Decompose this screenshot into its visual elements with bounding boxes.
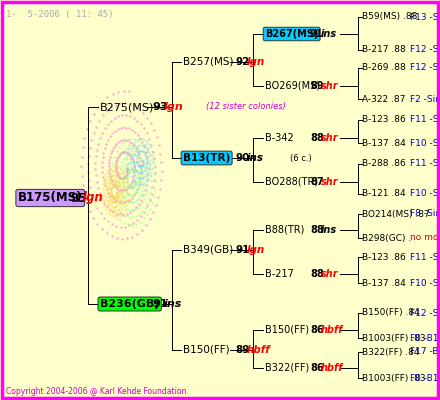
Text: ins: ins: [164, 299, 182, 309]
Text: 86: 86: [310, 363, 324, 373]
Text: shr: shr: [321, 81, 338, 91]
Text: B-137 .84: B-137 .84: [362, 278, 406, 288]
Text: 90: 90: [235, 153, 249, 163]
Text: F10 -Sinop62R: F10 -Sinop62R: [410, 138, 440, 148]
Text: F11 -Sinop62R: F11 -Sinop62R: [410, 160, 440, 168]
Text: F12 -Sinop62R: F12 -Sinop62R: [410, 46, 440, 54]
Text: F10 -Sinop62R: F10 -Sinop62R: [410, 190, 440, 198]
Text: 91: 91: [152, 299, 168, 309]
Text: B322(FF): B322(FF): [265, 363, 309, 373]
Text: 88: 88: [310, 133, 324, 143]
Text: B267(MS): B267(MS): [265, 29, 319, 39]
Text: F0 -B1003(FF): F0 -B1003(FF): [410, 334, 440, 342]
Text: B349(GB): B349(GB): [183, 245, 233, 255]
Text: ins: ins: [321, 29, 337, 39]
Text: 88: 88: [310, 225, 324, 235]
Text: lgn: lgn: [246, 245, 264, 255]
Text: F12 -Sinop62R: F12 -Sinop62R: [410, 308, 440, 318]
Text: 86: 86: [310, 325, 324, 335]
Text: 91: 91: [235, 245, 249, 255]
Text: lgn: lgn: [83, 192, 103, 204]
Text: B257(MS): B257(MS): [183, 57, 234, 67]
Text: hbff: hbff: [321, 363, 343, 373]
Text: B1003(FF) .83: B1003(FF) .83: [362, 374, 425, 382]
Text: 91: 91: [310, 29, 323, 39]
Text: (12 sister colonies): (12 sister colonies): [206, 102, 286, 112]
Text: BO288(TR): BO288(TR): [265, 177, 318, 187]
Text: B236(GB): B236(GB): [100, 299, 159, 309]
Text: 93: 93: [152, 102, 168, 112]
Text: B298(GC) .: B298(GC) .: [362, 234, 411, 242]
Text: B150(FF) .84: B150(FF) .84: [362, 308, 420, 318]
Text: hbff: hbff: [246, 345, 270, 355]
Text: 89: 89: [235, 345, 249, 355]
Text: B150(FF): B150(FF): [183, 345, 230, 355]
Text: B-137 .84: B-137 .84: [362, 138, 406, 148]
Text: 88: 88: [310, 269, 324, 279]
Text: B59(MS) .88: B59(MS) .88: [362, 12, 418, 22]
Text: F2 -SinopEgg86R: F2 -SinopEgg86R: [410, 94, 440, 104]
Text: hbff: hbff: [321, 325, 343, 335]
Text: B88(TR): B88(TR): [265, 225, 304, 235]
Text: ins: ins: [321, 225, 337, 235]
Text: F0 -B1003(FF): F0 -B1003(FF): [410, 374, 440, 382]
Text: (6 c.): (6 c.): [290, 154, 312, 162]
Text: F13 -Sinop62R: F13 -Sinop62R: [410, 12, 440, 22]
Text: lgn: lgn: [164, 102, 183, 112]
Text: shr: shr: [321, 177, 338, 187]
Text: F8 -Sinop72R: F8 -Sinop72R: [410, 210, 440, 218]
Text: 1-  5-2006 ( 11: 45): 1- 5-2006 ( 11: 45): [6, 10, 114, 19]
Text: 92: 92: [235, 57, 249, 67]
Text: B-269 .88: B-269 .88: [362, 64, 406, 72]
Text: B-123 .86: B-123 .86: [362, 252, 406, 262]
Text: F12 -Sinop62R: F12 -Sinop62R: [410, 64, 440, 72]
Text: B-217: B-217: [265, 269, 294, 279]
Text: BO214(MS) .87: BO214(MS) .87: [362, 210, 430, 218]
Text: F11 -Sinop62R: F11 -Sinop62R: [410, 252, 440, 262]
Text: B1003(FF) .83: B1003(FF) .83: [362, 334, 425, 342]
Text: 95: 95: [70, 192, 87, 204]
Text: F11 -Sinop62R: F11 -Sinop62R: [410, 116, 440, 124]
Text: B13(TR): B13(TR): [183, 153, 230, 163]
Text: B175(MS): B175(MS): [18, 192, 83, 204]
Text: BO269(MS): BO269(MS): [265, 81, 320, 91]
Text: lgn: lgn: [246, 57, 264, 67]
Text: B-123 .86: B-123 .86: [362, 116, 406, 124]
Text: F17 -B-xx43: F17 -B-xx43: [410, 348, 440, 356]
Text: 87: 87: [310, 177, 324, 187]
Text: B275(MS): B275(MS): [100, 102, 154, 112]
Text: F10 -Sinop62R: F10 -Sinop62R: [410, 278, 440, 288]
Text: 89: 89: [310, 81, 324, 91]
Text: B-217 .88: B-217 .88: [362, 46, 406, 54]
Text: B150(FF): B150(FF): [265, 325, 309, 335]
Text: A-322 .87: A-322 .87: [362, 94, 405, 104]
Text: ins: ins: [246, 153, 263, 163]
Text: no more: no more: [410, 234, 440, 242]
Text: B322(FF) .84: B322(FF) .84: [362, 348, 419, 356]
Text: B-288 .86: B-288 .86: [362, 160, 406, 168]
Text: shr: shr: [321, 269, 338, 279]
Text: B-342: B-342: [265, 133, 294, 143]
Text: shr: shr: [321, 133, 338, 143]
Text: B-121 .84: B-121 .84: [362, 190, 406, 198]
Text: Copyright 2004-2006 @ Karl Kehde Foundation.: Copyright 2004-2006 @ Karl Kehde Foundat…: [6, 387, 189, 396]
